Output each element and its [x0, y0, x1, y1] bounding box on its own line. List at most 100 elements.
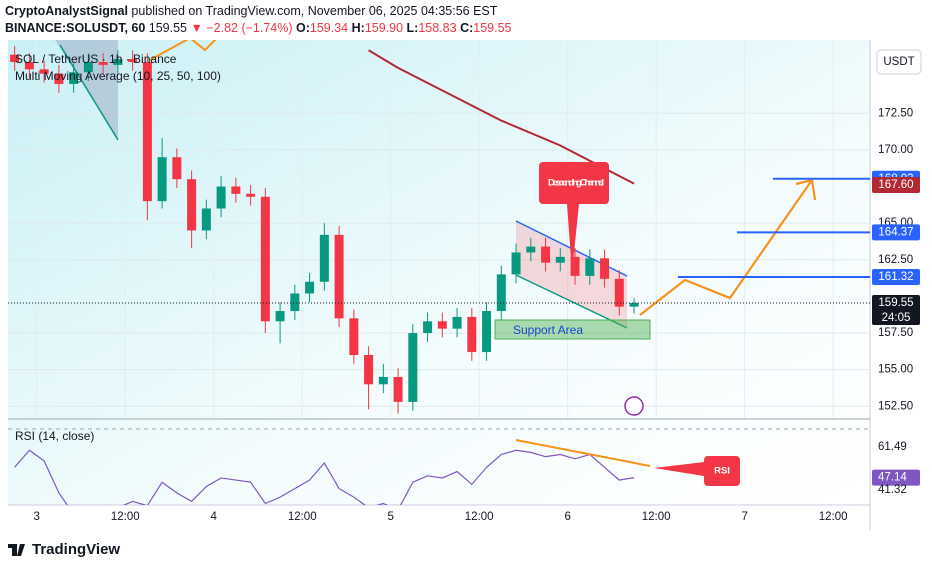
rsi-line — [14, 449, 635, 505]
support-label: Support Area — [513, 323, 583, 337]
candle-body — [541, 246, 551, 263]
rsi-callout — [654, 456, 740, 486]
level-label: 167.60 — [878, 179, 913, 191]
countdown: 24:05 — [882, 312, 911, 324]
y-tick-label: 170.00 — [878, 144, 913, 156]
footer — [0, 532, 932, 569]
level-label: 161.32 — [878, 271, 913, 283]
candle-body — [24, 61, 34, 70]
high-label: H: — [352, 21, 365, 35]
candle-body — [305, 281, 315, 294]
candle-body — [142, 61, 152, 202]
candle-body — [98, 61, 108, 65]
support-area — [494, 319, 651, 340]
candle-body — [290, 293, 300, 312]
indicator-legend: Multi Moving Average (10, 25, 50, 100) — [15, 69, 221, 83]
level-label: 164.37 — [878, 226, 913, 238]
plot-background — [8, 40, 870, 505]
rsi-tick-label: 47.14 — [878, 472, 907, 484]
instrument-legend: SOL / TetherUS · 1h · Binance — [15, 52, 177, 66]
projection-arrow — [639, 178, 817, 316]
candle-body — [467, 316, 477, 353]
callout-label: Descending Channel — [548, 178, 604, 189]
candle-body — [260, 196, 270, 322]
candle-body — [216, 186, 226, 209]
candle-body — [482, 311, 492, 353]
candle-body — [629, 302, 639, 307]
level-label: 159.55 — [878, 297, 913, 309]
early-arrow — [149, 40, 217, 61]
candle-body — [349, 318, 359, 355]
candle-body — [378, 376, 388, 385]
overlay: 152.50155.00157.50162.50165.00170.00172.… — [34, 107, 920, 523]
candle-body — [319, 234, 329, 282]
candle-body — [10, 54, 20, 62]
close-label: C: — [460, 21, 473, 35]
x-tick-label: 12:00 — [465, 511, 494, 523]
candle-body — [585, 258, 595, 276]
moving-average — [368, 49, 635, 185]
rsi-callout-label: RSI — [714, 466, 730, 477]
x-tick-label: 12:00 — [642, 511, 671, 523]
level-badge — [872, 177, 920, 194]
candle-body — [113, 59, 123, 65]
x-tick-label: 12:00 — [111, 511, 140, 523]
channel-bottom — [515, 274, 628, 329]
candle-body — [364, 355, 374, 385]
y-tick-label: 157.50 — [878, 327, 913, 339]
rsi-divergence — [515, 439, 651, 467]
logo-icon — [8, 544, 25, 556]
level-badge — [872, 224, 920, 241]
currency[interactable]: USDT — [883, 56, 914, 68]
x-tick-label: 12:00 — [288, 511, 317, 523]
rsi-legend: RSI (14, close) — [15, 429, 94, 443]
published: published on TradingView.com, November 0… — [131, 4, 497, 18]
y-tick-label: 162.50 — [878, 254, 913, 266]
candle-body — [526, 246, 536, 253]
candle-body — [614, 278, 624, 307]
main-pane — [8, 40, 870, 418]
x-tick-label: 4 — [211, 511, 218, 523]
candle-body — [555, 256, 565, 263]
candle-body — [511, 252, 521, 275]
rsi-badge — [872, 469, 920, 486]
candle-body — [570, 256, 580, 276]
rsi-tick-label: 61.49 — [878, 441, 907, 453]
early-channel-bottom — [59, 44, 119, 141]
level-badge — [872, 269, 920, 286]
brand: TradingView — [32, 541, 120, 558]
candle-body — [128, 59, 138, 62]
x-tick-label: 7 — [741, 511, 747, 523]
close: 159.55 — [473, 21, 511, 35]
candle-body — [275, 311, 285, 322]
open-label: O: — [296, 21, 310, 35]
currency-button[interactable] — [876, 49, 922, 75]
open: 159.34 — [310, 21, 348, 35]
candle-body — [69, 72, 79, 84]
flash-icon — [624, 396, 644, 416]
x-tick-label: 3 — [34, 511, 40, 523]
last: 159.55 — [149, 21, 187, 35]
header-line: CryptoAnalystSignal published on Trading… — [5, 4, 498, 18]
candle-body — [393, 376, 403, 402]
level-badge — [872, 294, 920, 325]
low-label: L: — [407, 21, 419, 35]
x-tick-label: 5 — [387, 511, 393, 523]
candle-body — [187, 179, 197, 231]
rsi-tick-label: 41.32 — [878, 484, 907, 496]
rsi-pane — [8, 428, 870, 505]
candle-body — [452, 316, 462, 329]
y-tick-label: 172.50 — [878, 107, 913, 119]
callout — [539, 162, 609, 272]
high: 159.90 — [365, 21, 403, 35]
x-tick-label: 12:00 — [819, 511, 848, 523]
y-tick-label: 152.50 — [878, 400, 913, 412]
low: 158.83 — [418, 21, 456, 35]
candle-body — [437, 321, 447, 329]
author: CryptoAnalystSignal — [5, 4, 128, 18]
symbol: BINANCE:SOLUSDT, 60 — [5, 21, 145, 35]
y-tick-label: 155.00 — [878, 364, 913, 376]
candle-body — [246, 193, 256, 197]
candle-body — [54, 73, 64, 84]
